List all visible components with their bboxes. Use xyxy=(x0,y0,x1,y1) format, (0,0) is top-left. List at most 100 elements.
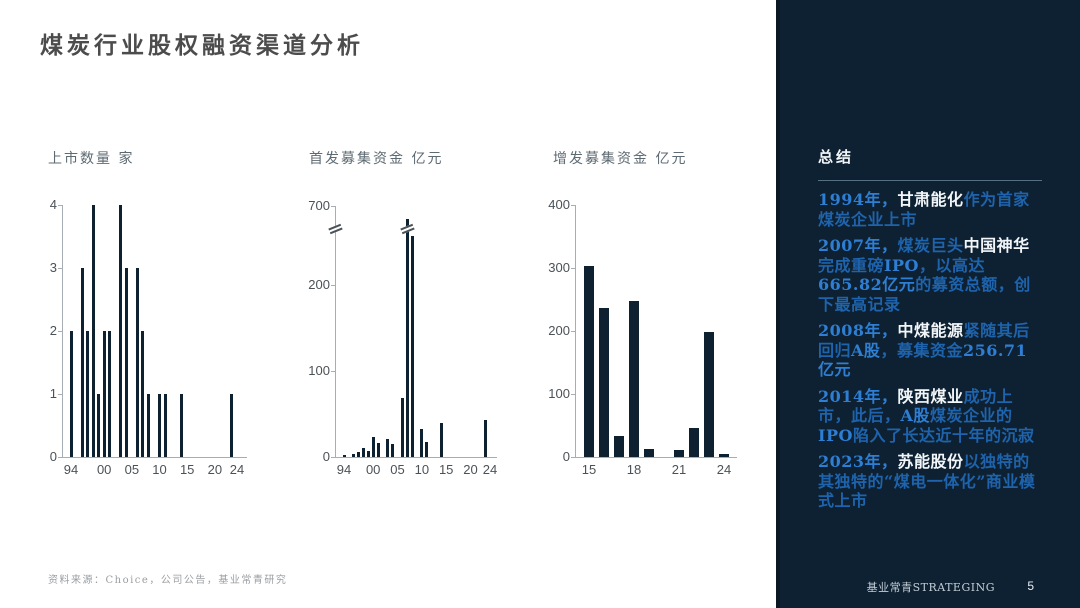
chart-ipo-proceeds: 首发募集资金 亿元 0 100 200 700 94 00 05 10 15 20 24 xyxy=(307,148,567,488)
plot-area: 0 100 200 300 400 15 18 21 24 xyxy=(548,197,737,477)
summary-sidebar: 总结 1994年，甘肃能化作为首家煤炭企业上市 2007年，煤炭巨头中国神华完成重… xyxy=(776,0,1080,608)
summary-bullet: 2008年，中煤能源紧随其后回归A股，募集资金256.71亿元 xyxy=(818,321,1030,379)
y-axis-label: 100 xyxy=(548,386,570,401)
bar xyxy=(483,420,487,457)
bar xyxy=(644,449,654,457)
y-axis-tick xyxy=(58,456,63,458)
bar xyxy=(425,442,429,457)
chart-listings: 上市数量 家 0 1 2 3 4 94 00 05 10 15 20 24 xyxy=(34,148,294,488)
summary-bullet: 2023年，苏能股份以独特的其独特的“煤电一体化”商业模式上市 xyxy=(818,452,1036,510)
bar xyxy=(342,455,346,457)
bar xyxy=(371,437,375,457)
plot-area: 0 1 2 3 4 94 00 05 10 15 20 24 xyxy=(50,197,247,477)
bar xyxy=(361,448,365,457)
y-axis-label: 300 xyxy=(548,260,570,275)
y-axis-tick xyxy=(331,205,336,207)
bar xyxy=(599,307,609,457)
x-axis-label: 94 xyxy=(63,462,79,477)
y-axis-tick xyxy=(571,204,576,206)
y-axis-tick xyxy=(58,330,63,332)
bar xyxy=(102,331,106,457)
bar xyxy=(229,394,233,457)
bar xyxy=(158,394,162,457)
summary-divider xyxy=(818,180,1042,181)
bar xyxy=(86,331,90,457)
bar xyxy=(180,394,184,457)
x-axis-label: 20 xyxy=(207,462,223,477)
summary-bullet: 2007年，煤炭巨头中国神华完成重磅IPO，以高达665.82亿元的募资总额，创… xyxy=(818,236,1031,314)
chart-title: 上市数量 家 xyxy=(48,151,135,167)
bar xyxy=(376,443,380,457)
bar xyxy=(719,454,729,457)
bar xyxy=(391,444,395,457)
bar xyxy=(357,451,361,457)
bar xyxy=(124,268,128,457)
bar xyxy=(91,205,95,457)
bar xyxy=(410,236,414,457)
x-axis-label: 15 xyxy=(179,462,195,477)
brand-footer: 基业常青STRATEGING xyxy=(866,581,995,594)
x-axis-label: 00 xyxy=(365,462,381,477)
y-axis-tick xyxy=(571,330,576,332)
x-axis-label: 24 xyxy=(482,462,498,477)
x-axis-label: 15 xyxy=(438,462,454,477)
x-axis-label: 94 xyxy=(336,462,352,477)
chart-title: 增发募集资金 亿元 xyxy=(553,151,688,167)
bar xyxy=(366,450,370,457)
bar xyxy=(704,332,714,457)
bar xyxy=(420,428,424,457)
x-axis-label: 21 xyxy=(671,462,687,477)
bar xyxy=(141,331,145,457)
y-axis-label: 200 xyxy=(548,323,570,338)
page-title: 煤炭行业股权融资渠道分析 xyxy=(40,32,364,59)
axis-break-icon xyxy=(328,223,343,235)
bar xyxy=(80,268,84,457)
y-axis-tick xyxy=(571,393,576,395)
y-axis-label: 0 xyxy=(562,449,570,464)
y-axis-tick xyxy=(331,370,336,372)
y-axis-label: 400 xyxy=(548,197,570,212)
y-axis-label: 100 xyxy=(308,363,330,378)
x-axis-label: 20 xyxy=(463,462,478,477)
y-axis-label: 0 xyxy=(49,449,57,464)
bar xyxy=(69,331,73,457)
bar xyxy=(163,394,167,457)
bar xyxy=(146,394,150,457)
bar xyxy=(614,435,624,457)
y-axis-tick xyxy=(331,456,336,458)
y-axis-label: 200 xyxy=(308,277,330,292)
bar xyxy=(386,438,390,457)
y-axis-tick xyxy=(331,284,336,286)
bar xyxy=(135,268,139,457)
summary-bullet: 1994年，甘肃能化作为首家煤炭企业上市 xyxy=(818,190,1030,229)
bar xyxy=(400,397,404,457)
y-axis-tick xyxy=(58,393,63,395)
y-axis-label: 1 xyxy=(49,386,57,401)
chart-title: 首发募集资金 亿元 xyxy=(309,151,444,167)
plot-area: 0 100 200 700 94 00 05 10 15 20 24 xyxy=(308,198,497,477)
bar xyxy=(352,453,356,457)
sidebar-footer: 基业常青STRATEGING 5 xyxy=(780,579,1080,595)
x-axis-label: 10 xyxy=(414,462,430,477)
x-axis-label: 05 xyxy=(390,462,405,477)
bar xyxy=(629,301,639,457)
page-number: 5 xyxy=(1027,579,1034,593)
x-axis-label: 24 xyxy=(716,462,732,477)
y-axis-label: 700 xyxy=(308,198,330,213)
y-axis-tick xyxy=(58,204,63,206)
summary-bullets: 1994年，甘肃能化作为首家煤炭企业上市 2007年，煤炭巨头中国神华完成重磅IP… xyxy=(818,190,1042,511)
summary-bullet: 2014年，陕西煤业成功上市，此后，A股煤炭企业的IPO陷入了长达近十年的沉寂 xyxy=(818,386,1035,445)
bar xyxy=(97,394,101,457)
x-axis-label: 24 xyxy=(229,462,245,477)
bar xyxy=(108,331,112,457)
x-axis-label: 15 xyxy=(581,462,597,477)
y-axis-tick xyxy=(571,456,576,458)
x-axis-label: 00 xyxy=(96,462,112,477)
y-axis-label: 3 xyxy=(49,260,57,275)
bar xyxy=(689,428,699,457)
y-axis-label: 0 xyxy=(322,449,330,464)
x-axis-label: 18 xyxy=(626,462,642,477)
y-axis-tick xyxy=(58,267,63,269)
chart-secondary-proceeds: 增发募集资金 亿元 0 100 200 300 400 15 18 21 24 xyxy=(548,148,811,488)
